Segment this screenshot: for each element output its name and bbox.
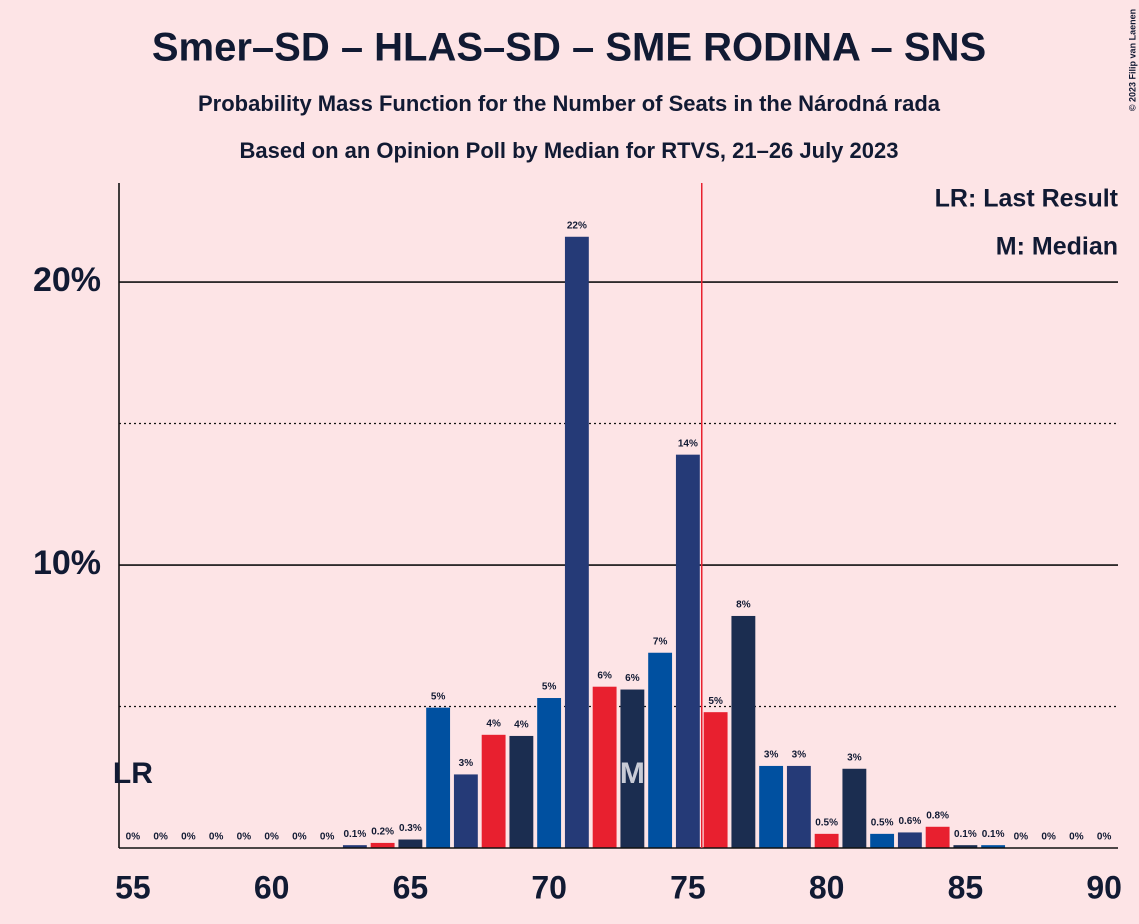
x-tick-label: 60 (254, 869, 290, 905)
copyright: © 2023 Filip van Laenen (1127, 9, 1137, 111)
value-label: 0% (181, 832, 196, 843)
value-label: 0% (1069, 832, 1084, 843)
value-label: 0% (1097, 832, 1112, 843)
bar (786, 765, 811, 848)
value-label: 0% (264, 832, 279, 843)
bar (870, 833, 895, 848)
bar (675, 454, 700, 848)
bar (509, 735, 534, 848)
value-label: 0.6% (898, 816, 921, 827)
value-label: 0% (153, 832, 168, 843)
value-label: 7% (653, 636, 668, 647)
bar (842, 768, 867, 848)
legend-entry: LR: Last Result (935, 185, 1119, 213)
value-label: 22% (567, 220, 587, 231)
bar (453, 774, 478, 848)
value-label: 5% (542, 682, 557, 693)
x-tick-label: 85 (948, 869, 984, 905)
bar (648, 652, 673, 848)
x-tick-label: 55 (115, 869, 151, 905)
bar (759, 765, 784, 848)
value-label: 3% (459, 758, 474, 769)
value-label: 4% (486, 718, 501, 729)
x-tick-label: 65 (393, 869, 429, 905)
value-label: 3% (792, 750, 807, 761)
value-label: 0% (126, 832, 141, 843)
value-label: 0% (1041, 832, 1056, 843)
x-tick-label: 75 (670, 869, 706, 905)
bar (342, 845, 367, 848)
bar (620, 689, 645, 848)
y-tick-label: 20% (33, 261, 101, 299)
bar (564, 236, 589, 848)
bar (426, 707, 451, 848)
value-label: 14% (678, 438, 698, 449)
value-label: 0.8% (926, 810, 949, 821)
x-tick-label: 80 (809, 869, 845, 905)
value-label: 4% (514, 720, 529, 731)
chart-title: Smer–SD – HLAS–SD – SME RODINA – SNS (152, 26, 986, 70)
value-label: 5% (431, 691, 446, 702)
bar (398, 839, 423, 848)
value-label: 0.5% (815, 817, 838, 828)
value-label: 3% (764, 750, 779, 761)
value-label: 0.2% (371, 827, 394, 838)
value-label: 8% (736, 600, 751, 611)
last-result-marker: LR (113, 757, 153, 790)
bar (981, 845, 1006, 848)
bar (481, 734, 506, 848)
value-label: 0% (209, 832, 224, 843)
bar (370, 842, 395, 848)
bar (537, 698, 562, 848)
value-label: 0% (320, 832, 335, 843)
chart-subtitle: Based on an Opinion Poll by Median for R… (240, 138, 899, 163)
bar (731, 615, 756, 848)
x-tick-label: 90 (1086, 869, 1122, 905)
value-label: 0.1% (954, 829, 977, 840)
bar (814, 833, 839, 848)
value-label: 0% (1014, 832, 1029, 843)
y-tick-label: 10% (33, 544, 101, 582)
legend-entry: M: Median (996, 233, 1118, 261)
value-label: 3% (847, 752, 862, 763)
value-label: 0.1% (982, 829, 1005, 840)
value-label: 0.5% (871, 817, 894, 828)
value-label: 0% (292, 832, 307, 843)
bar (592, 686, 617, 848)
value-label: 0.3% (399, 823, 422, 834)
value-label: 6% (597, 670, 612, 681)
value-label: 0% (237, 832, 252, 843)
x-tick-label: 70 (531, 869, 567, 905)
bar (953, 845, 978, 848)
value-label: 5% (708, 696, 723, 707)
chart-subtitle: Probability Mass Function for the Number… (198, 91, 941, 116)
value-label: 6% (625, 673, 640, 684)
bar (925, 826, 950, 848)
median-marker: M (620, 757, 645, 790)
bar (703, 712, 728, 848)
value-label: 0.1% (343, 829, 366, 840)
bar (897, 832, 922, 848)
